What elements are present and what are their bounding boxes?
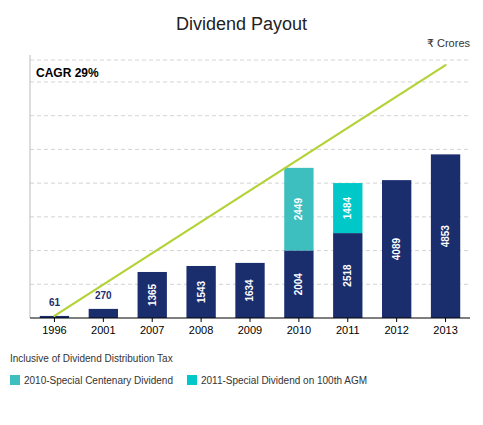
annotation: CAGR 29% — [36, 66, 99, 80]
x-axis: 1996 2001 2007 2008 2009 2010 2011 2012 2013 — [30, 318, 470, 336]
legend: 2010-Special Centenary Dividend 2011-Spec… — [10, 375, 367, 386]
x-tick — [152, 318, 153, 322]
x-tick-label: 2008 — [189, 324, 213, 336]
legend-item: 2011-Special Dividend on 100th AGM — [187, 375, 367, 386]
bar — [186, 266, 215, 318]
data-label: 2518 — [342, 264, 353, 287]
data-label: 1365 — [147, 283, 158, 306]
x-tick-label: 1996 — [42, 324, 66, 336]
x-tick-label: 2010 — [287, 324, 311, 336]
bar — [333, 183, 362, 233]
legend-swatch — [10, 375, 20, 385]
data-label: 1543 — [196, 280, 207, 303]
data-labels: 61 270 1365 1543 1634 2004 2518 4089 4853 2449 148… — [49, 197, 451, 308]
x-tick — [445, 318, 446, 322]
bar — [138, 272, 167, 318]
footnote: Inclusive of Dividend Distribution Tax — [10, 353, 173, 364]
grid-line — [30, 81, 470, 82]
x-tick — [396, 318, 397, 322]
data-label: 1484 — [342, 197, 353, 220]
bar — [431, 154, 460, 318]
x-tick — [250, 318, 251, 322]
legend-label: 2010-Special Centenary Dividend — [24, 375, 173, 386]
bar — [382, 180, 411, 318]
data-label: 2004 — [293, 273, 304, 296]
data-label: 4089 — [391, 238, 402, 261]
legend-label: 2011-Special Dividend on 100th AGM — [201, 375, 367, 386]
legend-item: 2010-Special Centenary Dividend — [10, 375, 173, 386]
title: Dividend Payout — [176, 14, 307, 34]
bar — [333, 233, 362, 318]
data-label: 61 — [49, 297, 61, 308]
grid-line — [30, 115, 470, 116]
data-label: 4853 — [440, 225, 451, 248]
x-tick — [201, 318, 202, 322]
bar — [235, 263, 264, 318]
bar — [284, 250, 313, 318]
y-axis-line — [30, 55, 31, 318]
data-label: 270 — [95, 290, 112, 301]
x-tick — [298, 318, 299, 322]
bar — [89, 309, 118, 318]
grid-line — [30, 60, 470, 61]
data-label: 2449 — [293, 198, 304, 221]
x-tick — [103, 318, 104, 322]
x-tick-label: 2001 — [91, 324, 115, 336]
data-label: 1634 — [245, 279, 256, 302]
x-tick-label: 2009 — [238, 324, 262, 336]
x-tick-label: 2007 — [140, 324, 164, 336]
legend-swatch — [187, 375, 197, 385]
x-tick-label: 2012 — [384, 324, 408, 336]
trend-line — [54, 65, 445, 316]
x-tick — [347, 318, 348, 322]
x-tick-label: 2011 — [336, 324, 360, 336]
y-label: ₹ Crores — [427, 37, 471, 49]
marks — [40, 65, 460, 318]
chart-container: 61 270 1365 1543 1634 2004 2518 4089 4853 2449 148… — [0, 0, 483, 425]
x-tick-label: 2013 — [433, 324, 457, 336]
grid-line — [30, 149, 470, 150]
x-tick — [54, 318, 55, 322]
bar — [284, 168, 313, 251]
chart: 61 270 1365 1543 1634 2004 2518 4089 4853 2449 148… — [0, 0, 483, 425]
